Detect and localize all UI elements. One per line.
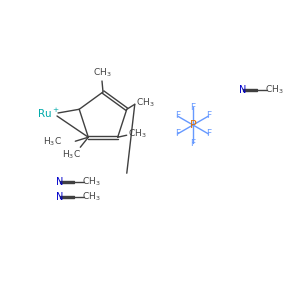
Text: CH$_3$: CH$_3$ [82, 191, 100, 203]
Text: N: N [239, 85, 247, 95]
Text: H$_3$C: H$_3$C [62, 149, 81, 161]
Text: F: F [190, 139, 196, 148]
Text: CH$_3$: CH$_3$ [82, 176, 100, 188]
Text: F: F [206, 130, 211, 139]
Text: Ru$^+$: Ru$^+$ [37, 106, 59, 119]
Text: P: P [190, 120, 196, 130]
Text: CH$_3$: CH$_3$ [93, 67, 111, 79]
Text: H$_3$C: H$_3$C [44, 136, 62, 148]
Text: F: F [175, 112, 180, 121]
Text: F: F [190, 103, 196, 112]
Text: CH$_3$: CH$_3$ [265, 84, 283, 96]
Text: CH$_3$: CH$_3$ [136, 96, 155, 109]
Text: CH$_3$: CH$_3$ [128, 128, 147, 140]
Text: F: F [206, 112, 211, 121]
Text: N: N [56, 177, 64, 187]
Text: F: F [175, 130, 180, 139]
Text: N: N [56, 192, 64, 202]
